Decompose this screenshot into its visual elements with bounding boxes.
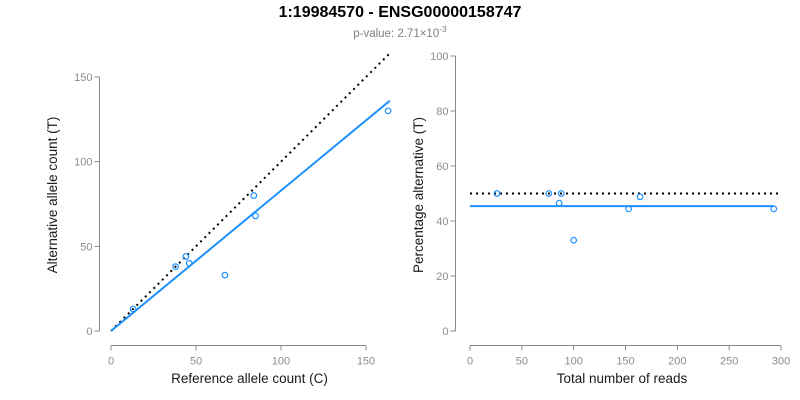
data-point xyxy=(555,199,563,207)
y-tick-label: 100 xyxy=(430,51,448,63)
data-point xyxy=(384,107,392,115)
x-tick-label: 150 xyxy=(357,356,375,368)
p-value-subtitle: p-value: 2.71×10-3 xyxy=(0,24,800,40)
p-value-exponent: -3 xyxy=(439,24,447,34)
data-point xyxy=(252,212,259,220)
x-tick-label: 300 xyxy=(772,356,790,368)
data-point xyxy=(172,263,180,271)
y-axis-title: Alternative allele count (T) xyxy=(45,117,60,274)
data-point xyxy=(625,205,633,213)
x-tick-label: 150 xyxy=(616,356,634,368)
data-point xyxy=(636,193,644,201)
y-tick-label: 50 xyxy=(80,241,92,253)
data-point xyxy=(221,271,229,279)
x-axis-title: Total number of reads xyxy=(557,371,688,386)
identity-line xyxy=(110,52,391,332)
left-plot: 0 50 100 150 0 50 100 150 Reference allele count… xyxy=(45,52,392,386)
data-point xyxy=(545,190,553,197)
y-tick-label: 100 xyxy=(74,157,92,169)
fit-line xyxy=(110,99,391,332)
y-tick-label: 0 xyxy=(86,326,92,338)
data-point xyxy=(493,190,501,197)
x-tick-label: 0 xyxy=(108,356,114,368)
x-axis-title: Reference allele count (C) xyxy=(171,371,328,386)
data-point xyxy=(182,253,190,260)
data-point xyxy=(185,259,193,267)
data-point xyxy=(570,236,578,244)
y-axis-title: Percentage alternative (T) xyxy=(411,117,426,273)
page-title: 1:19984570 - ENSG00000158747 xyxy=(278,4,522,21)
x-tick-label: 200 xyxy=(668,356,686,368)
data-point xyxy=(129,305,137,313)
x-tick-label: 0 xyxy=(467,356,473,368)
y-tick-label: 150 xyxy=(74,72,92,84)
y-tick-label: 60 xyxy=(436,161,448,173)
right-plot: 0 20 40 60 80 100 0 50 100 150 200 250 300 Total numb… xyxy=(411,51,790,386)
x-tick-label: 100 xyxy=(272,356,290,368)
data-point xyxy=(250,192,258,199)
y-tick-label: 20 xyxy=(436,271,448,283)
x-tick-label: 250 xyxy=(720,356,738,368)
y-tick-label: 80 xyxy=(436,106,448,118)
y-tick-label: 0 xyxy=(442,326,448,338)
p-value-text: p-value: 2.71×10 xyxy=(353,27,440,40)
data-point xyxy=(557,190,565,197)
y-tick-label: 40 xyxy=(436,216,448,228)
x-tick-label: 100 xyxy=(564,356,582,368)
data-point xyxy=(770,205,778,213)
x-tick-label: 50 xyxy=(190,356,202,368)
x-tick-label: 50 xyxy=(516,356,528,368)
